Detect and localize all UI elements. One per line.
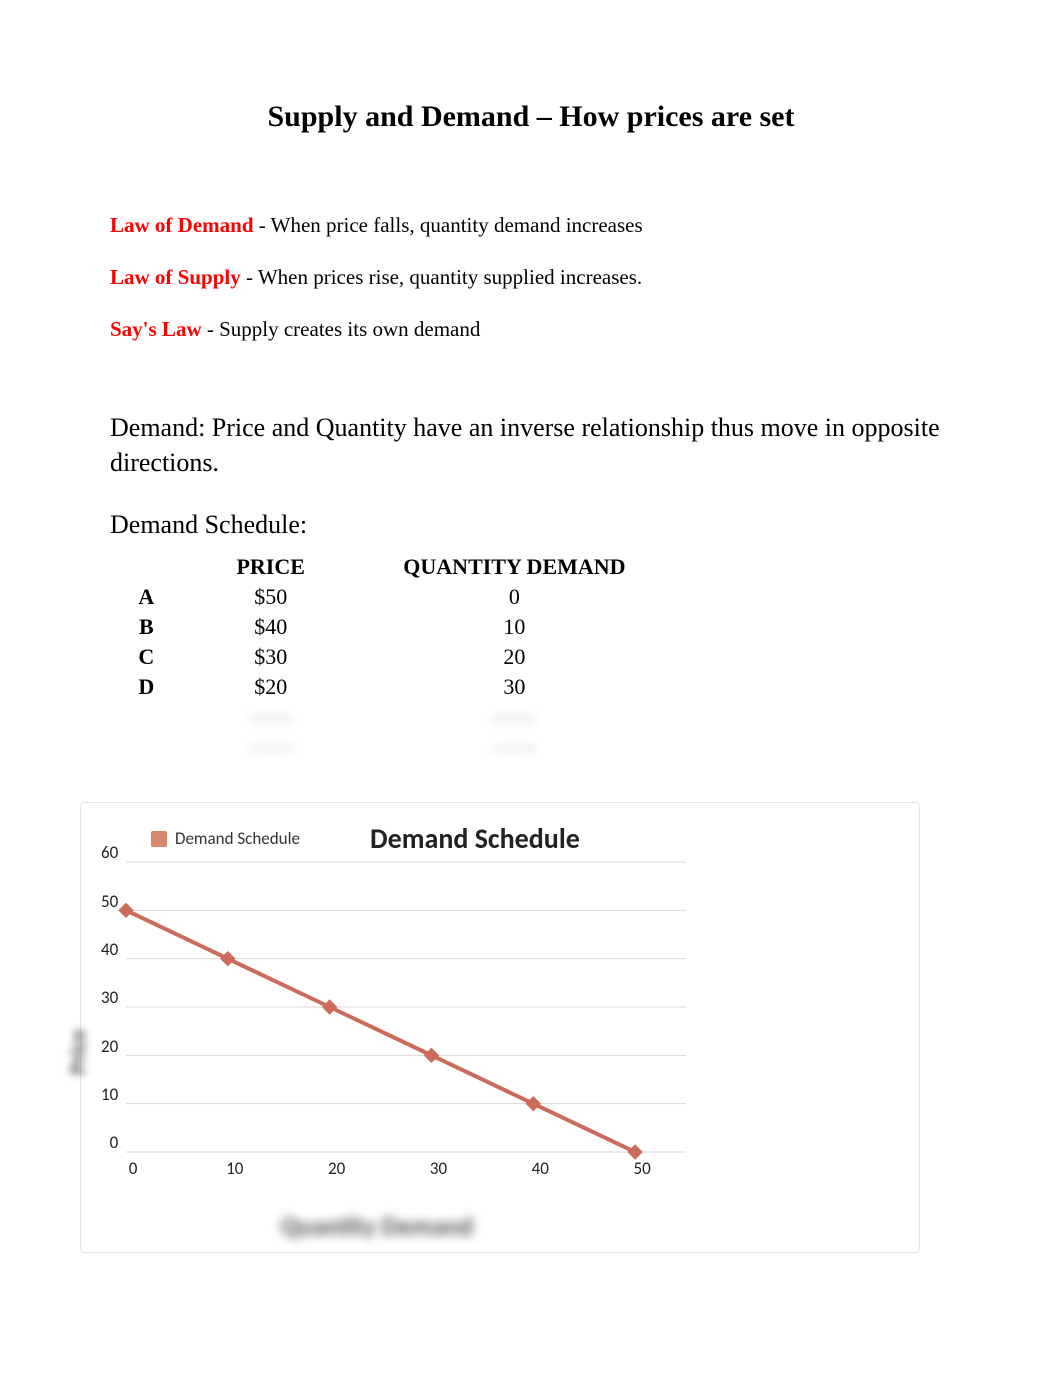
row-price: —— (183, 702, 359, 732)
law-line: Say's Law - Supply creates its own deman… (110, 308, 952, 350)
page-title: Supply and Demand – How prices are set (110, 100, 952, 134)
law-line: Law of Supply - When prices rise, quanti… (110, 256, 952, 298)
table-header-blank (110, 552, 183, 582)
demand-chart-card: Demand Schedule Demand Schedule Price 60… (80, 802, 920, 1253)
row-qty: 20 (359, 642, 670, 672)
row-qty: 30 (359, 672, 670, 702)
row-label: D (110, 672, 183, 702)
legend-swatch (151, 831, 167, 847)
row-price: $20 (183, 672, 359, 702)
x-tick: 20 (328, 1158, 345, 1179)
chart-svg (126, 862, 686, 1152)
table-row: ———— (110, 702, 670, 732)
chart-header: Demand Schedule Demand Schedule (151, 821, 899, 856)
row-qty: 10 (359, 612, 670, 642)
demand-schedule-table: PRICE QUANTITY DEMAND A$500B$4010C$3020D… (110, 552, 670, 762)
chart-body: Price 6050403020100 01020304050 Quantity… (101, 862, 899, 1242)
x-tick: 30 (430, 1158, 447, 1179)
plot-area (126, 862, 686, 1152)
x-tick: 50 (633, 1158, 650, 1179)
y-ticks: 6050403020100 (101, 862, 118, 1152)
row-price: $50 (183, 582, 359, 612)
x-tick: 10 (226, 1158, 243, 1179)
laws-section: Law of Demand - When price falls, quanti… (110, 204, 952, 350)
chart-title: Demand Schedule (370, 821, 580, 856)
table-header-price: PRICE (183, 552, 359, 582)
row-label: C (110, 642, 183, 672)
x-axis-label: Quantity Demand (61, 1210, 693, 1242)
table-header-row: PRICE QUANTITY DEMAND (110, 552, 670, 582)
table-header-qty: QUANTITY DEMAND (359, 552, 670, 582)
legend-label: Demand Schedule (175, 828, 300, 849)
plot-row: 6050403020100 (101, 862, 693, 1152)
y-axis-label: Price (64, 1030, 91, 1075)
law-text: - Supply creates its own demand (202, 317, 481, 341)
chart-legend-item: Demand Schedule (151, 828, 300, 849)
row-qty: —— (359, 732, 670, 762)
schedule-heading: Demand Schedule: (110, 510, 952, 540)
table-row: ———— (110, 732, 670, 762)
row-label (110, 732, 183, 762)
table-body: A$500B$4010C$3020D$2030 ———— ———— (110, 582, 670, 762)
table-row: C$3020 (110, 642, 670, 672)
row-price: $30 (183, 642, 359, 672)
row-label (110, 702, 183, 732)
document-page: Supply and Demand – How prices are set L… (0, 0, 1062, 1313)
law-term: Law of Supply (110, 265, 241, 289)
table-row: A$500 (110, 582, 670, 612)
law-text: - When prices rise, quantity supplied in… (241, 265, 642, 289)
row-qty: —— (359, 702, 670, 732)
row-price: —— (183, 732, 359, 762)
table-row: B$4010 (110, 612, 670, 642)
row-price: $40 (183, 612, 359, 642)
table-row: D$2030 (110, 672, 670, 702)
x-ticks: 01020304050 (133, 1158, 693, 1178)
law-text: - When price falls, quantity demand incr… (254, 213, 643, 237)
plot-wrap: 6050403020100 01020304050 Quantity Deman… (101, 862, 693, 1242)
row-qty: 0 (359, 582, 670, 612)
demand-intro-text: Demand: Price and Quantity have an inver… (110, 410, 952, 480)
x-tick: 0 (129, 1158, 138, 1179)
x-tick: 40 (532, 1158, 549, 1179)
law-line: Law of Demand - When price falls, quanti… (110, 204, 952, 246)
row-label: A (110, 582, 183, 612)
law-term: Say's Law (110, 317, 202, 341)
law-term: Law of Demand (110, 213, 254, 237)
row-label: B (110, 612, 183, 642)
